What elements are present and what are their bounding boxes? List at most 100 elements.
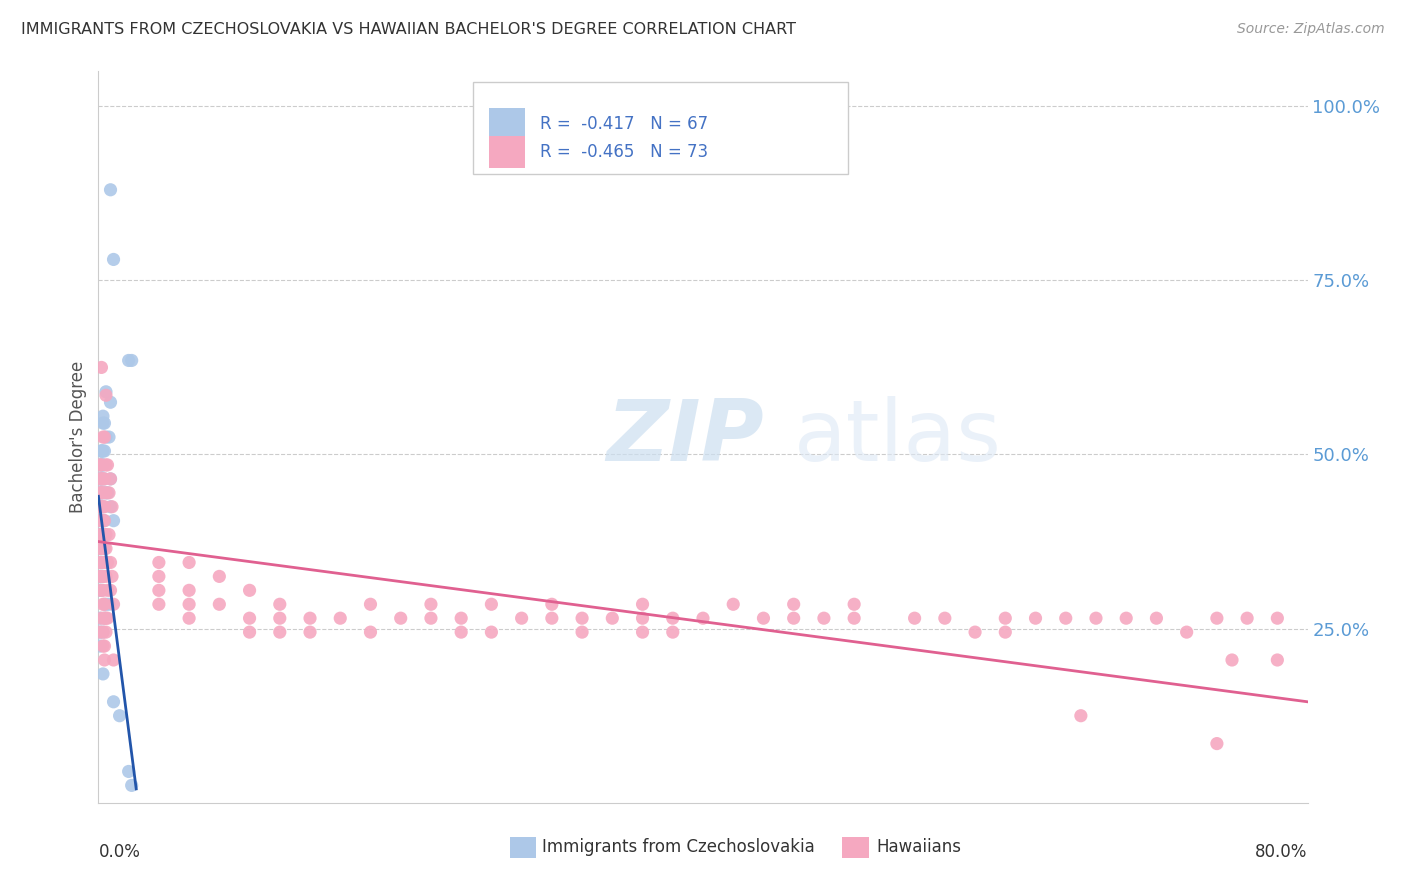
Point: [148, 569, 170, 583]
Point: [661, 625, 683, 640]
Point: [93, 416, 115, 430]
Point: [89, 458, 111, 472]
Point: [90, 556, 112, 570]
Text: Hawaiians: Hawaiians: [876, 838, 960, 856]
Point: [96, 583, 118, 598]
Point: [118, 764, 141, 779]
Text: ZIP: ZIP: [606, 395, 763, 479]
Point: [90, 569, 112, 583]
Point: [89, 485, 111, 500]
Point: [96, 611, 118, 625]
Point: [89, 556, 111, 570]
Text: R =  -0.465   N = 73: R = -0.465 N = 73: [540, 143, 707, 161]
Point: [1267, 611, 1289, 625]
Text: 80.0%: 80.0%: [1256, 843, 1308, 861]
Point: [91, 458, 114, 472]
Point: [93, 653, 115, 667]
Point: [89, 472, 111, 486]
Point: [94, 611, 117, 625]
Point: [90, 583, 112, 598]
Point: [148, 597, 170, 611]
Point: [91, 485, 114, 500]
Point: [90, 485, 112, 500]
Point: [96, 485, 118, 500]
Point: [89, 458, 111, 472]
Point: [93, 611, 115, 625]
Bar: [489, 136, 526, 168]
Point: [571, 611, 593, 625]
Point: [89, 472, 111, 486]
Point: [100, 183, 122, 197]
Point: [100, 556, 122, 570]
Point: [602, 611, 624, 625]
Point: [101, 500, 124, 514]
Point: [692, 611, 714, 625]
Point: [89, 500, 111, 514]
Point: [94, 384, 117, 399]
Point: [91, 527, 114, 541]
Point: [91, 597, 114, 611]
Point: [94, 458, 117, 472]
Point: [91, 409, 114, 424]
Point: [94, 485, 117, 500]
Point: [90, 472, 112, 486]
Point: [90, 527, 112, 541]
Point: [90, 500, 112, 514]
Point: [93, 556, 115, 570]
Point: [90, 514, 112, 528]
Point: [98, 485, 121, 500]
Point: [1175, 625, 1198, 640]
Point: [813, 611, 835, 625]
Point: [450, 611, 472, 625]
Point: [269, 625, 291, 640]
Point: [93, 472, 115, 486]
Point: [90, 611, 112, 625]
Point: [91, 458, 114, 472]
Point: [118, 353, 141, 368]
Point: [90, 514, 112, 528]
Point: [98, 527, 121, 541]
Point: [631, 597, 654, 611]
Point: [91, 639, 114, 653]
Point: [179, 556, 201, 570]
Point: [94, 569, 117, 583]
Point: [148, 583, 170, 598]
Point: [91, 667, 114, 681]
Point: [89, 583, 111, 598]
Point: [93, 597, 115, 611]
Point: [89, 569, 111, 583]
Point: [91, 541, 114, 556]
Point: [299, 611, 322, 625]
Point: [93, 611, 115, 625]
Point: [121, 353, 143, 368]
Point: [89, 485, 111, 500]
Text: atlas: atlas: [793, 395, 1001, 479]
Point: [94, 527, 117, 541]
FancyBboxPatch shape: [474, 82, 848, 174]
Point: [89, 569, 111, 583]
Point: [96, 556, 118, 570]
Point: [481, 625, 503, 640]
Point: [103, 252, 125, 267]
Point: [723, 597, 745, 611]
Bar: [489, 108, 526, 140]
Bar: [842, 838, 869, 858]
Point: [269, 597, 291, 611]
Point: [148, 556, 170, 570]
Point: [93, 430, 115, 444]
Point: [100, 472, 122, 486]
Point: [100, 583, 122, 598]
Point: [844, 597, 866, 611]
Point: [98, 430, 121, 444]
Point: [90, 541, 112, 556]
Point: [90, 458, 112, 472]
Point: [89, 583, 111, 598]
Point: [1085, 611, 1108, 625]
Point: [420, 611, 443, 625]
Point: [90, 500, 112, 514]
Point: [89, 514, 111, 528]
Point: [103, 653, 125, 667]
Point: [90, 360, 112, 375]
Point: [94, 430, 117, 444]
Point: [510, 611, 533, 625]
